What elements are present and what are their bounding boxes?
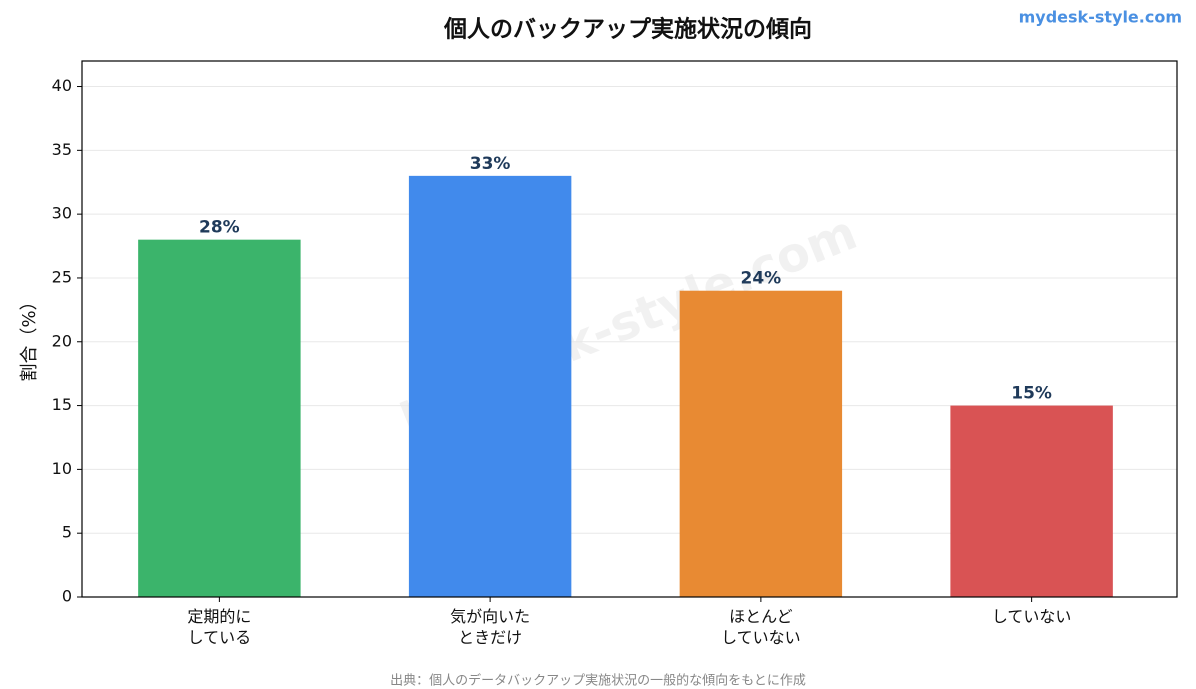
chart-title: 個人のバックアップ実施状況の傾向 (443, 16, 812, 43)
value-label: 28% (199, 218, 240, 238)
source-note: 出典：個人のデータバックアップ実施状況の一般的な傾向をもとに作成 (390, 673, 806, 689)
bar (679, 290, 843, 597)
value-label: 15% (1011, 384, 1052, 404)
y-tick-label: 15 (52, 395, 72, 414)
bar (408, 175, 572, 597)
bar (138, 239, 301, 597)
x-tick-label: していない (992, 607, 1072, 626)
y-tick-label: 0 (62, 587, 72, 606)
x-tick-label: 気が向いたときだけ (450, 607, 530, 647)
bar (950, 405, 1113, 597)
y-tick-label: 10 (52, 459, 72, 478)
y-tick-label: 30 (52, 204, 72, 223)
x-tick-label: ほとんどしていない (721, 607, 801, 647)
value-label: 24% (741, 269, 782, 289)
y-tick-label: 20 (52, 331, 72, 350)
y-axis-label: 割合（%） (19, 292, 40, 381)
watermark-corner: mydesk-style.com (1019, 8, 1182, 27)
value-label: 33% (470, 154, 511, 174)
y-tick-label: 40 (52, 76, 72, 95)
y-tick-label: 35 (52, 140, 72, 159)
x-tick-label: 定期的にしている (187, 607, 251, 647)
y-tick-label: 25 (52, 267, 72, 286)
y-tick-label: 5 (62, 523, 72, 542)
plot-frame (81, 60, 1178, 598)
